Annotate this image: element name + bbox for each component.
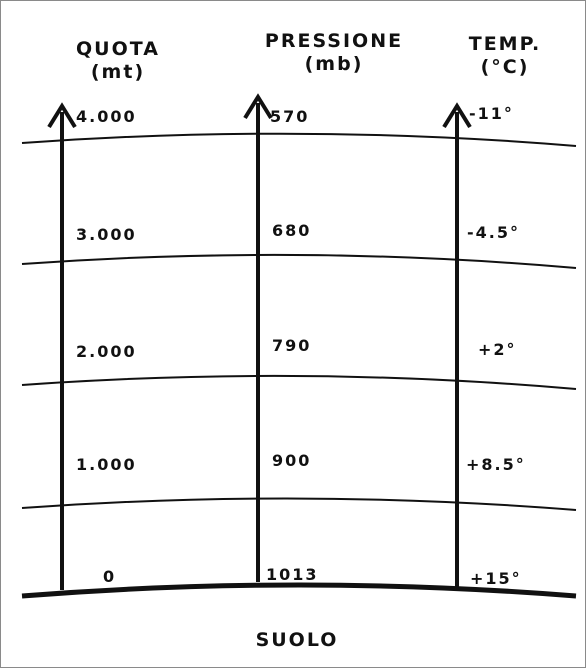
pressione-label: 570 bbox=[270, 107, 309, 126]
temp-label: +15° bbox=[470, 569, 522, 588]
level-line-1000 bbox=[21, 497, 577, 511]
pressione-label: 680 bbox=[272, 221, 311, 240]
level-line-4000 bbox=[21, 132, 577, 147]
pressione-label: 790 bbox=[272, 336, 311, 355]
quota-label: 4.000 bbox=[76, 107, 137, 126]
ground-label: SUOLO bbox=[256, 629, 339, 651]
pressione-arrow-icon bbox=[243, 93, 273, 120]
header-quota-title: QUOTA bbox=[76, 38, 160, 60]
header-pressione-title: PRESSIONE bbox=[265, 30, 403, 52]
temp-label: +2° bbox=[478, 340, 517, 359]
header-quota-unit: (mt) bbox=[91, 61, 145, 83]
header-temp-unit: (°C) bbox=[481, 56, 530, 78]
pressione-label: 1013 bbox=[266, 565, 319, 584]
level-line-3000 bbox=[21, 253, 577, 269]
quota-label: 3.000 bbox=[76, 225, 137, 244]
temp-label: -4.5° bbox=[467, 223, 520, 242]
temp-label: -11° bbox=[469, 104, 514, 123]
pressione-label: 900 bbox=[272, 451, 311, 470]
quota-label: 0 bbox=[103, 567, 116, 586]
quota-arrow-icon bbox=[47, 102, 77, 129]
quota-label: 2.000 bbox=[76, 342, 137, 361]
level-line-2000 bbox=[21, 374, 577, 390]
quota-label: 1.000 bbox=[76, 455, 137, 474]
temp-arrow-icon bbox=[442, 102, 472, 129]
temp-label: +8.5° bbox=[466, 455, 526, 474]
header-pressione-unit: (mb) bbox=[305, 53, 364, 75]
header-temp-title: TEMP. bbox=[469, 33, 542, 55]
ground-line bbox=[21, 582, 577, 599]
